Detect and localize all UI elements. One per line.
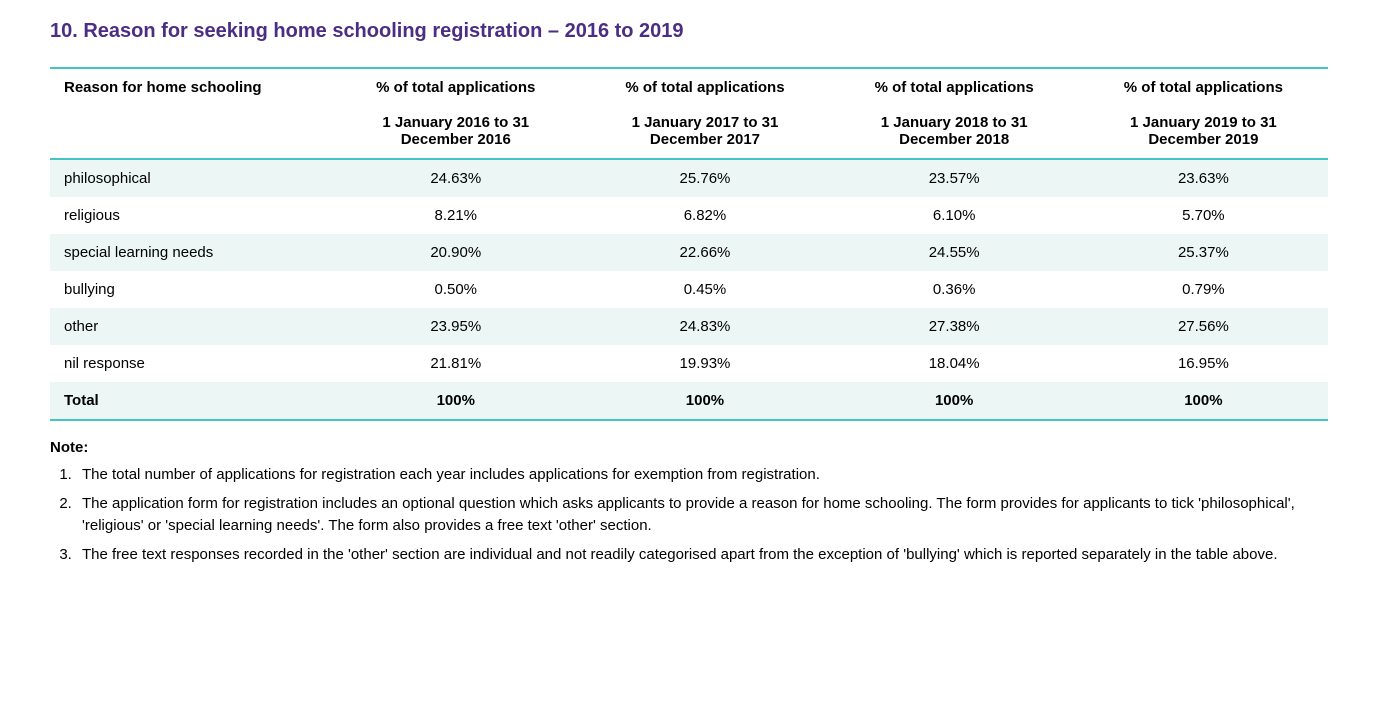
row-value: 24.63% xyxy=(331,159,580,197)
row-value: 25.76% xyxy=(580,159,829,197)
header-col-2017: % of total applications 1 January 2017 t… xyxy=(580,68,829,159)
table-row: nil response21.81%19.93%18.04%16.95% xyxy=(50,345,1328,382)
table-header-row: Reason for home schooling % of total app… xyxy=(50,68,1328,159)
row-value: 21.81% xyxy=(331,345,580,382)
row-value: 100% xyxy=(331,382,580,420)
row-value: 24.55% xyxy=(830,234,1079,271)
note-item: The free text responses recorded in the … xyxy=(76,544,1328,567)
header-reason: Reason for home schooling xyxy=(50,68,331,159)
header-col-2019: % of total applications 1 January 2019 t… xyxy=(1079,68,1328,159)
header-sub: 1 January 2019 to 31 December 2019 xyxy=(1093,114,1314,148)
row-value: 6.82% xyxy=(580,197,829,234)
row-value: 27.38% xyxy=(830,308,1079,345)
header-sub: 1 January 2016 to 31 December 2016 xyxy=(345,114,566,148)
row-label: Total xyxy=(50,382,331,420)
section-title: 10. Reason for seeking home schooling re… xyxy=(50,20,1328,43)
row-value: 5.70% xyxy=(1079,197,1328,234)
note-item: The application form for registration in… xyxy=(76,493,1328,538)
header-top: % of total applications xyxy=(1093,79,1314,96)
note-item: The total number of applications for reg… xyxy=(76,464,1328,487)
header-col-2018: % of total applications 1 January 2018 t… xyxy=(830,68,1079,159)
row-value: 27.56% xyxy=(1079,308,1328,345)
row-value: 22.66% xyxy=(580,234,829,271)
row-label: nil response xyxy=(50,345,331,382)
table-row: religious8.21%6.82%6.10%5.70% xyxy=(50,197,1328,234)
row-value: 25.37% xyxy=(1079,234,1328,271)
row-value: 23.63% xyxy=(1079,159,1328,197)
row-label: special learning needs xyxy=(50,234,331,271)
header-top: % of total applications xyxy=(345,79,566,96)
row-value: 16.95% xyxy=(1079,345,1328,382)
header-sub: 1 January 2017 to 31 December 2017 xyxy=(594,114,815,148)
row-label: bullying xyxy=(50,271,331,308)
row-value: 0.79% xyxy=(1079,271,1328,308)
header-top: % of total applications xyxy=(594,79,815,96)
table-row: special learning needs20.90%22.66%24.55%… xyxy=(50,234,1328,271)
row-value: 6.10% xyxy=(830,197,1079,234)
row-value: 23.95% xyxy=(331,308,580,345)
row-value: 23.57% xyxy=(830,159,1079,197)
row-value: 19.93% xyxy=(580,345,829,382)
row-value: 0.50% xyxy=(331,271,580,308)
row-value: 0.45% xyxy=(580,271,829,308)
table-row: philosophical24.63%25.76%23.57%23.63% xyxy=(50,159,1328,197)
header-top: % of total applications xyxy=(844,79,1065,96)
table-row: other23.95%24.83%27.38%27.56% xyxy=(50,308,1328,345)
row-value: 24.83% xyxy=(580,308,829,345)
notes-section: Note: The total number of applications f… xyxy=(50,439,1328,566)
table-body: philosophical24.63%25.76%23.57%23.63%rel… xyxy=(50,159,1328,420)
table-total-row: Total100%100%100%100% xyxy=(50,382,1328,420)
row-label: religious xyxy=(50,197,331,234)
row-value: 0.36% xyxy=(830,271,1079,308)
row-value: 100% xyxy=(1079,382,1328,420)
header-col-2016: % of total applications 1 January 2016 t… xyxy=(331,68,580,159)
row-value: 20.90% xyxy=(331,234,580,271)
row-value: 100% xyxy=(830,382,1079,420)
row-value: 100% xyxy=(580,382,829,420)
row-label: philosophical xyxy=(50,159,331,197)
row-label: other xyxy=(50,308,331,345)
row-value: 18.04% xyxy=(830,345,1079,382)
notes-list: The total number of applications for reg… xyxy=(50,464,1328,566)
row-value: 8.21% xyxy=(331,197,580,234)
table-row: bullying0.50%0.45%0.36%0.79% xyxy=(50,271,1328,308)
header-sub: 1 January 2018 to 31 December 2018 xyxy=(844,114,1065,148)
reasons-table: Reason for home schooling % of total app… xyxy=(50,67,1328,421)
notes-heading: Note: xyxy=(50,439,1328,456)
